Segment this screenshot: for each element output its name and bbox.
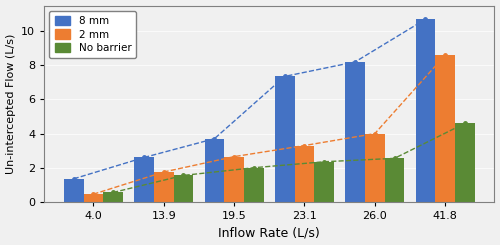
Bar	[134, 158, 154, 202]
Bar	[204, 139, 225, 202]
Bar	[365, 134, 384, 202]
Y-axis label: Un-intercepted Flow (L/s): Un-intercepted Flow (L/s)	[6, 34, 16, 174]
Bar	[294, 146, 314, 202]
Bar	[275, 76, 294, 202]
Bar	[154, 172, 174, 202]
Bar	[416, 19, 436, 202]
Bar	[384, 158, 404, 202]
Bar	[84, 194, 103, 202]
X-axis label: Inflow Rate (L/s): Inflow Rate (L/s)	[218, 226, 320, 239]
Bar	[244, 168, 264, 202]
Bar	[64, 179, 84, 202]
Bar	[224, 157, 244, 202]
Bar	[455, 123, 474, 202]
Bar	[174, 175, 194, 202]
Bar	[346, 62, 365, 202]
Bar	[436, 55, 455, 202]
Bar	[103, 193, 123, 202]
Legend: 8 mm, 2 mm, No barrier: 8 mm, 2 mm, No barrier	[50, 11, 136, 58]
Bar	[314, 162, 334, 202]
